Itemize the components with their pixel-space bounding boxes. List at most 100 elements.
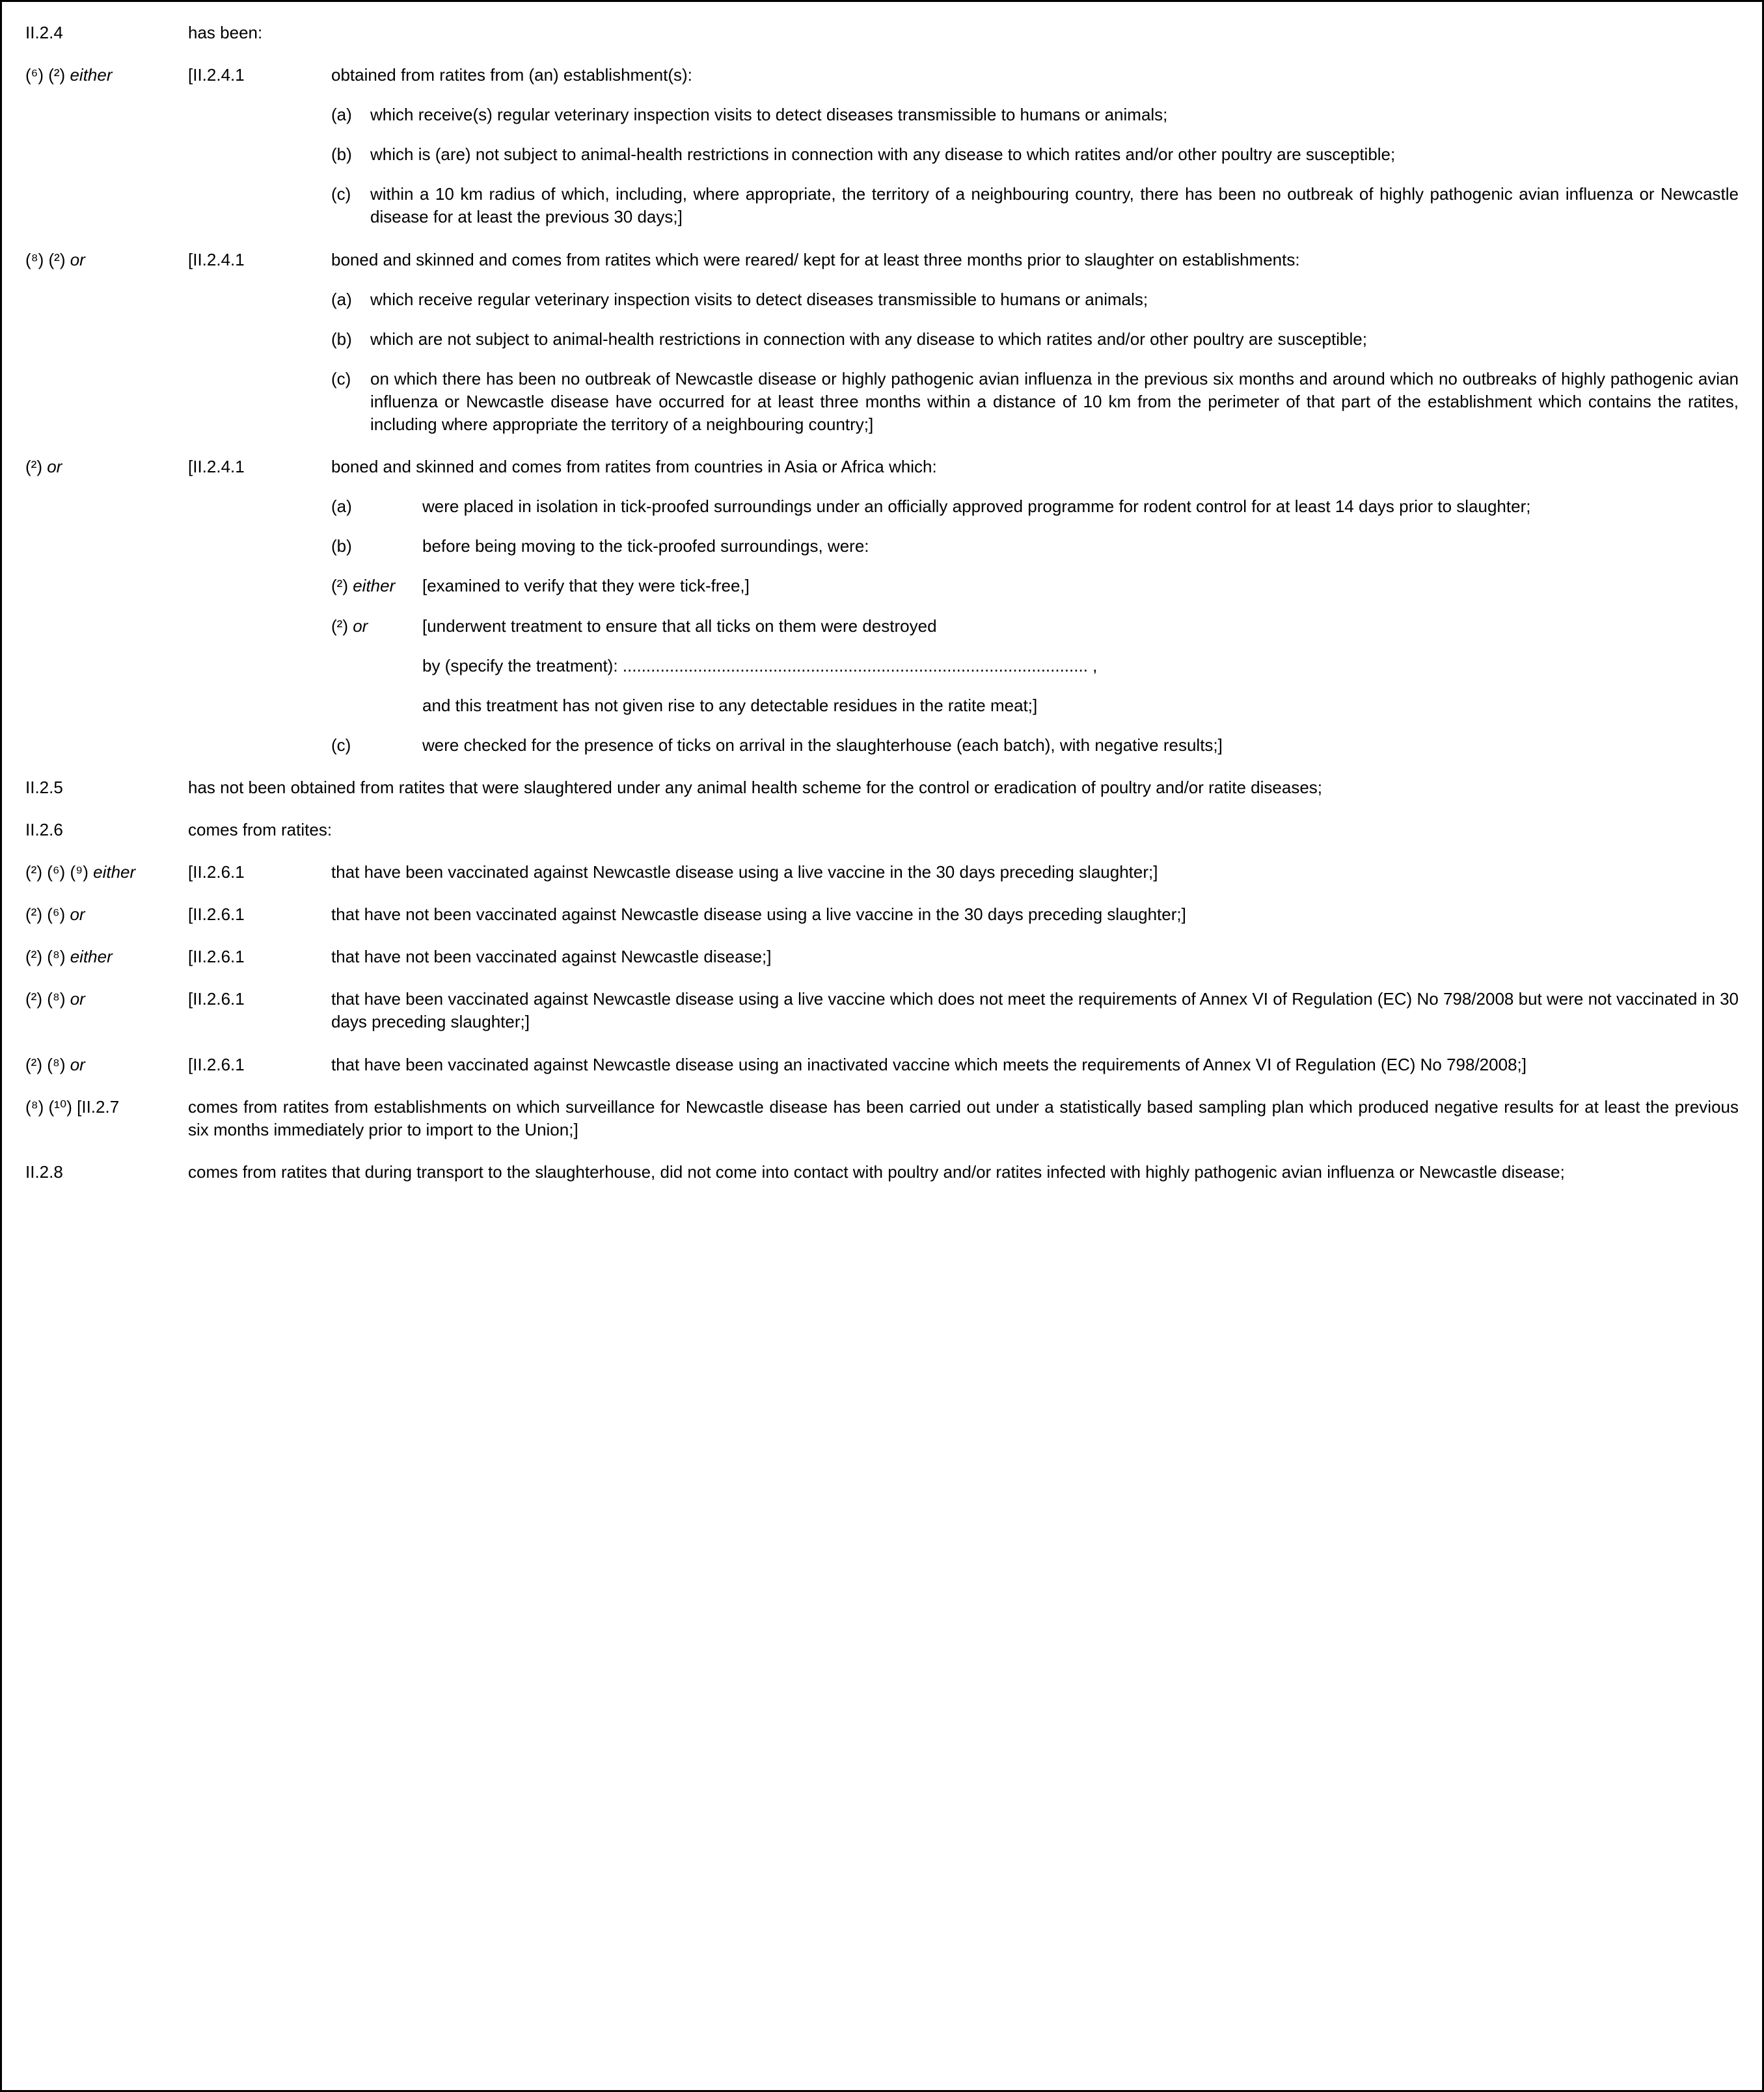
clause-text: comes from ratites from establishments o… (188, 1096, 1739, 1141)
subclause-ref: [II.2.4.1 (188, 249, 331, 271)
subclause-ref: [II.2.6.1 (188, 861, 331, 884)
list-key: (c) (331, 368, 370, 436)
option-marker: (²) (⁸) or (25, 1053, 188, 1076)
subclause-ref: [II.2.4.1 (188, 64, 331, 87)
list-text: within a 10 km radius of which, includin… (370, 183, 1739, 228)
subclause-lead: obtained from ratites from (an) establis… (331, 64, 1739, 87)
row-ii-2-6-1-o5: (²) (⁸) or [II.2.6.1 that have been vacc… (25, 1053, 1739, 1076)
subclause-ref: [II.2.6.1 (188, 903, 331, 926)
list-item: (c) were checked for the presence of tic… (331, 734, 1739, 757)
list-item: (a) were placed in isolation in tick-pro… (331, 495, 1739, 518)
list-key: (b) (331, 328, 370, 351)
document-page: II.2.4 has been: (⁶) (²) either [II.2.4.… (0, 0, 1764, 2092)
list-item: (a) which receive(s) regular veterinary … (331, 103, 1739, 126)
option-marker: (⁸) (¹⁰) [II.2.7 (25, 1096, 188, 1119)
subclause-ref: [II.2.6.1 (188, 945, 331, 968)
option-marker: (²) (⁸) or (25, 988, 188, 1011)
keyword-or: or (47, 457, 62, 476)
footnote-refs: (²) (331, 576, 353, 595)
keyword-or: or (70, 904, 85, 924)
footnote-refs: (²) (⁶) (25, 904, 70, 924)
list-key: (a) (331, 495, 422, 518)
list-item: (c) within a 10 km radius of which, incl… (331, 183, 1739, 228)
list-key: (c) (331, 734, 422, 757)
keyword-or: or (70, 1055, 85, 1074)
clause-ref: II.2.5 (25, 776, 188, 799)
subclause-lead: boned and skinned and comes from ratites… (331, 455, 1739, 478)
treatment-followup: and this treatment has not given rise to… (331, 694, 1739, 717)
nested-text: [examined to verify that they were tick-… (422, 575, 1739, 597)
footnote-refs: (²) (⁶) (⁹) (25, 862, 93, 882)
option-marker: (⁸) (²) or (25, 249, 188, 271)
option-marker: (²) (⁶) or (25, 903, 188, 926)
list-key: (a) (331, 288, 370, 311)
option-marker: (²) (⁶) (⁹) either (25, 861, 188, 884)
keyword-or: or (70, 250, 85, 269)
row-ii-2-6-1-o1: (²) (⁶) (⁹) either [II.2.6.1 that have b… (25, 861, 1739, 884)
option-marker: (²) (⁸) either (25, 945, 188, 968)
clause-text: comes from ratites: (188, 819, 1739, 841)
footnote-kw: (²) either (331, 575, 422, 597)
list-item: (a) which receive regular veterinary ins… (331, 288, 1739, 311)
list-text: were checked for the presence of ticks o… (422, 734, 1739, 757)
keyword-either: either (93, 862, 135, 882)
subclause-ref: [II.2.4.1 (188, 455, 331, 478)
footnote-refs: (²) (331, 616, 353, 636)
list-text: were placed in isolation in tick-proofed… (422, 495, 1739, 518)
list-text: which receive(s) regular veterinary insp… (370, 103, 1739, 126)
keyword-either: either (353, 576, 395, 595)
list-text: which are not subject to animal-health r… (370, 328, 1739, 351)
list-item: (b) which is (are) not subject to animal… (331, 143, 1739, 166)
row-ii-2-4-1-opt2: (⁸) (²) or [II.2.4.1 boned and skinned a… (25, 249, 1739, 437)
keyword-or: or (70, 989, 85, 1009)
nested-either: (²) either [examined to verify that they… (331, 575, 1739, 597)
footnote-kw: (²) or (331, 615, 422, 638)
keyword-or: or (353, 616, 368, 636)
subclause-text: that have been vaccinated against Newcas… (331, 861, 1739, 884)
footnote-refs: (²) (⁸) (25, 1055, 70, 1074)
clause-ref: II.2.4 (25, 21, 188, 44)
nested-or: (²) or [underwent treatment to ensure th… (331, 615, 1739, 638)
row-ii-2-6: II.2.6 comes from ratites: (25, 819, 1739, 841)
clause-text: has been: (188, 21, 1739, 44)
list-item: (c) on which there has been no outbreak … (331, 368, 1739, 436)
row-ii-2-4-1-opt1: (⁶) (²) either [II.2.4.1 obtained from r… (25, 64, 1739, 228)
list-text: which receive regular veterinary inspect… (370, 288, 1739, 311)
list-text: which is (are) not subject to animal-hea… (370, 143, 1739, 166)
subclause-ref: [II.2.6.1 (188, 1053, 331, 1076)
row-ii-2-6-1-o4: (²) (⁸) or [II.2.6.1 that have been vacc… (25, 988, 1739, 1033)
row-ii-2-4-1-opt3: (²) or [II.2.4.1 boned and skinned and c… (25, 455, 1739, 757)
subclause-text: that have been vaccinated against Newcas… (331, 1053, 1739, 1076)
list-text: on which there has been no outbreak of N… (370, 368, 1739, 436)
subclause-text: that have not been vaccinated against Ne… (331, 945, 1739, 968)
row-ii-2-4: II.2.4 has been: (25, 21, 1739, 44)
clause-text: has not been obtained from ratites that … (188, 776, 1739, 799)
list-key: (b) (331, 535, 422, 558)
list-key: (a) (331, 103, 370, 126)
list-text: before being moving to the tick-proofed … (422, 535, 1739, 558)
clause-ref-inline: [II.2.7 (77, 1097, 119, 1117)
row-ii-2-7: (⁸) (¹⁰) [II.2.7 comes from ratites from… (25, 1096, 1739, 1141)
footnote-refs: (⁸) (²) (25, 250, 70, 269)
treatment-fill-line: by (specify the treatment): ............… (331, 655, 1739, 677)
footnote-refs: (²) (⁸) (25, 947, 70, 966)
subclause-lead: boned and skinned and comes from ratites… (331, 249, 1739, 271)
clause-ref: II.2.8 (25, 1161, 188, 1184)
subclause-text: that have not been vaccinated against Ne… (331, 903, 1739, 926)
clause-text: comes from ratites that during transport… (188, 1161, 1739, 1184)
row-ii-2-6-1-o2: (²) (⁶) or [II.2.6.1 that have not been … (25, 903, 1739, 926)
footnote-refs: (²) (25, 457, 47, 476)
row-ii-2-6-1-o3: (²) (⁸) either [II.2.6.1 that have not b… (25, 945, 1739, 968)
list-key: (c) (331, 183, 370, 228)
list-key: (b) (331, 143, 370, 166)
clause-ref: II.2.6 (25, 819, 188, 841)
subclause-text: that have been vaccinated against Newcas… (331, 988, 1739, 1033)
nested-text: [underwent treatment to ensure that all … (422, 615, 1739, 638)
option-marker: (⁶) (²) either (25, 64, 188, 87)
row-ii-2-5: II.2.5 has not been obtained from ratite… (25, 776, 1739, 799)
row-ii-2-8: II.2.8 comes from ratites that during tr… (25, 1161, 1739, 1184)
list-item: (b) which are not subject to animal-heal… (331, 328, 1739, 351)
footnote-refs: (²) (⁸) (25, 989, 70, 1009)
keyword-either: either (70, 65, 112, 85)
footnote-refs: (⁸) (¹⁰) (25, 1097, 77, 1117)
